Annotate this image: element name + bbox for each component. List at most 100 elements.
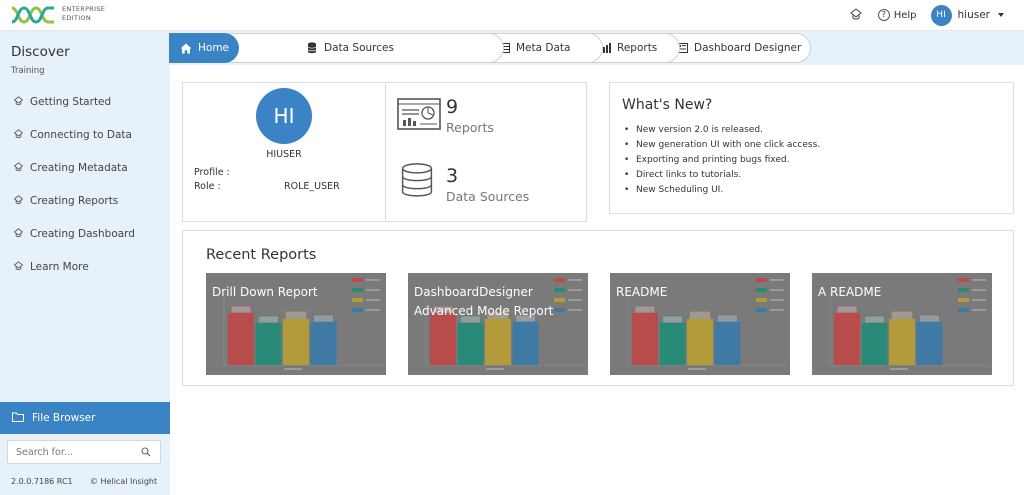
sidebar-item-label: Getting Started xyxy=(30,95,112,108)
report-card-readme[interactable]: README xyxy=(610,273,790,375)
tab-meta-data[interactable]: Meta Data xyxy=(487,33,603,63)
list-item: Exporting and printing bugs fixed. xyxy=(624,153,820,168)
thumbnail-legend-text xyxy=(972,289,986,291)
thumbnail-bar xyxy=(283,319,309,365)
tab-home[interactable]: Home xyxy=(169,33,239,63)
report-title-line-1: README xyxy=(616,285,668,299)
thumbnail-bar-label xyxy=(230,305,252,314)
report-card-a-readme[interactable]: A README xyxy=(812,273,992,375)
thumbnail-axis-title xyxy=(284,368,302,370)
training-icon xyxy=(12,195,24,207)
report-thumbnail xyxy=(408,273,588,375)
thumbnail-bar-label xyxy=(313,314,334,323)
report-title-line-2: Advanced Mode Report xyxy=(414,304,554,318)
tab-reports[interactable]: Reports xyxy=(588,33,680,63)
thumbnail-legend-swatch xyxy=(756,308,767,312)
report-thumbnail xyxy=(812,273,992,375)
report-title-line-1: Drill Down Report xyxy=(212,285,318,299)
sidebar-subtitle: Training xyxy=(11,66,45,76)
thumbnail-bar xyxy=(228,313,254,365)
report-icon xyxy=(397,98,441,130)
thumbnail-legend-swatch xyxy=(958,278,969,282)
tab-label: Home xyxy=(198,42,230,54)
panel-divider xyxy=(385,83,386,221)
thumbnail-legend-swatch xyxy=(756,288,767,292)
thumbnail-legend-swatch xyxy=(352,308,363,312)
tab-label: Meta Data xyxy=(516,42,571,54)
thumbnail-legend-text xyxy=(568,279,582,281)
thumbnail-bar-label xyxy=(836,305,858,314)
file-browser-button[interactable]: File Browser xyxy=(0,402,170,434)
tab-label: Dashboard Designer xyxy=(694,42,802,54)
thumbnail-bar-label xyxy=(662,315,683,324)
thumbnail-legend-swatch xyxy=(554,288,565,292)
sidebar-item-label: Connecting to Data xyxy=(30,128,132,141)
sidebar-search xyxy=(7,440,161,464)
sidebar-item-creating-metadata[interactable]: Creating Metadata xyxy=(0,151,170,184)
thumbnail-bar-label xyxy=(487,311,509,320)
sidebar-item-getting-started[interactable]: Getting Started xyxy=(0,85,170,118)
list-item: New Scheduling UI. xyxy=(624,183,820,198)
sidebar-item-label: Creating Metadata xyxy=(30,161,128,174)
thumbnail-legend-swatch xyxy=(554,298,565,302)
thumbnail-bar-label xyxy=(258,315,279,324)
help-link[interactable]: ? Help xyxy=(877,9,917,21)
database-icon xyxy=(306,42,318,54)
sidebar-item-creating-reports[interactable]: Creating Reports xyxy=(0,184,170,217)
top-right-controls: ? Help HI hiuser xyxy=(848,4,1004,26)
thumbnail-legend-swatch xyxy=(958,308,969,312)
search-icon[interactable] xyxy=(140,446,152,458)
training-icon xyxy=(12,96,24,108)
thumbnail-legend-swatch xyxy=(756,298,767,302)
thumbnail-bar xyxy=(714,322,741,365)
sidebar-item-creating-dashboard[interactable]: Creating Dashboard xyxy=(0,217,170,250)
thumbnail-bar xyxy=(512,322,539,365)
training-icon xyxy=(12,162,24,174)
thumbnail-bar xyxy=(916,322,943,365)
report-thumbnail xyxy=(610,273,790,375)
breadcrumb: Dashboard Designer Reports Meta Data Dat… xyxy=(169,31,1024,65)
report-card-dashboard-designer[interactable]: DashboardDesigner Advanced Mode Report xyxy=(408,273,588,375)
thumbnail-bar-label xyxy=(919,314,940,323)
tab-dashboard-designer[interactable]: Dashboard Designer xyxy=(665,33,811,63)
helical-insight-logo[interactable] xyxy=(10,5,56,25)
thumbnail-bar xyxy=(632,313,658,365)
sidebar-title: Discover xyxy=(11,44,70,60)
whats-new-title: What's New? xyxy=(622,97,713,113)
thumbnail-bar xyxy=(687,319,713,365)
training-icon xyxy=(12,228,24,240)
thumbnail-legend-text xyxy=(366,279,380,281)
training-icon xyxy=(12,129,24,141)
search-input[interactable] xyxy=(16,446,134,458)
report-title-line-1: DashboardDesigner xyxy=(414,285,533,299)
thumbnail-legend-text xyxy=(366,289,380,291)
thumbnail-axis-title xyxy=(486,368,504,370)
thumbnail-legend-text xyxy=(972,299,986,301)
thumbnail-axis-title xyxy=(890,368,908,370)
sidebar-list: Getting Started Connecting to Data Creat… xyxy=(0,85,170,283)
tab-data-sources[interactable]: Data Sources xyxy=(228,33,504,63)
thumbnail-legend-text xyxy=(770,309,784,311)
user-name: hiuser xyxy=(957,9,990,21)
chevron-down-icon xyxy=(998,13,1004,17)
home-icon xyxy=(180,42,192,54)
thumbnail-legend-text xyxy=(568,289,582,291)
tab-label: Reports xyxy=(617,42,658,54)
sidebar-item-connecting-to-data[interactable]: Connecting to Data xyxy=(0,118,170,151)
list-item: Direct links to tutorials. xyxy=(624,168,820,183)
thumbnail-legend-text xyxy=(568,309,582,311)
thumbnail-legend-text xyxy=(972,279,986,281)
training-icon xyxy=(12,261,24,273)
thumbnail-bar-label xyxy=(689,311,711,320)
user-menu[interactable]: HI hiuser xyxy=(930,4,1004,26)
sidebar-item-learn-more[interactable]: Learn More xyxy=(0,250,170,283)
thumbnail-bar-label xyxy=(460,315,481,324)
report-thumbnail xyxy=(206,273,386,375)
thumbnail-legend-swatch xyxy=(352,288,363,292)
thumbnail-legend-swatch xyxy=(352,298,363,302)
top-bar: ENTERPRISE EDITION ? Help HI hiuser xyxy=(0,0,1024,31)
profile-name: HIUSER xyxy=(266,149,302,160)
training-icon[interactable] xyxy=(848,7,864,23)
thumbnail-legend-swatch xyxy=(554,308,565,312)
report-card-drill-down[interactable]: Drill Down Report xyxy=(206,273,386,375)
